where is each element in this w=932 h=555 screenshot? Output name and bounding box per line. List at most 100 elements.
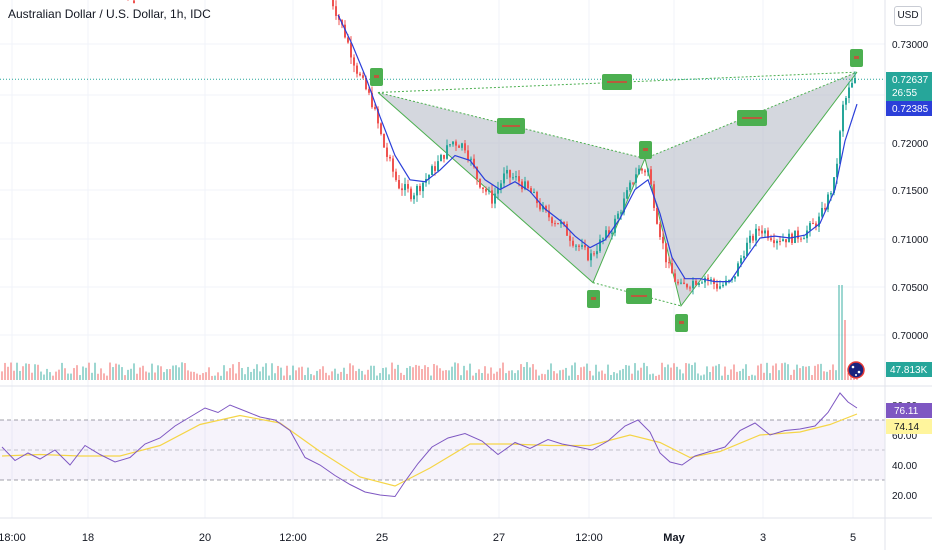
candle-body	[362, 75, 364, 78]
candle-body	[506, 170, 508, 173]
candle-body	[809, 223, 811, 230]
volume-bar	[136, 374, 138, 380]
volume-bar	[496, 372, 498, 380]
volume-bar	[676, 367, 678, 380]
candle-body	[707, 278, 709, 280]
volume-bar	[55, 372, 57, 380]
volume-bar	[445, 370, 447, 380]
currency-button[interactable]: USD	[894, 6, 922, 26]
volume-bar	[565, 368, 567, 380]
candle-body	[440, 155, 442, 161]
price-tick-label: 0.71000	[892, 235, 929, 246]
volume-bar	[610, 375, 612, 380]
volume-bar	[562, 370, 564, 380]
candle-body	[647, 169, 649, 172]
volume-bar	[109, 363, 111, 380]
candle-body	[458, 146, 460, 148]
volume-bar	[439, 368, 441, 380]
volume-bar	[295, 370, 297, 380]
volume-bar	[667, 365, 669, 380]
volume-bar	[508, 371, 510, 380]
candle-body	[446, 145, 448, 159]
volume-bar	[616, 373, 618, 380]
volume-bar	[292, 366, 294, 380]
volume-bar	[1, 371, 3, 380]
volume-bar	[46, 369, 48, 380]
volume-bar	[85, 368, 87, 380]
volume-bar	[715, 366, 717, 380]
volume-bar	[301, 367, 303, 380]
candle-body	[761, 231, 763, 234]
volume-bar	[286, 366, 288, 380]
volume-bar	[73, 368, 75, 380]
volume-bar	[652, 374, 654, 380]
volume-bar	[76, 365, 78, 380]
volume-bar	[532, 364, 534, 380]
volume-bar	[22, 366, 24, 380]
volume-bar	[637, 370, 639, 380]
candle-body	[467, 150, 469, 159]
candle-body	[632, 183, 634, 184]
volume-bar	[730, 369, 732, 380]
rsi-pane	[0, 393, 885, 497]
volume-bar	[700, 375, 702, 380]
volume-bar	[673, 363, 675, 380]
volume-bar	[574, 363, 576, 380]
volume-bar	[397, 365, 399, 380]
candle-body	[572, 241, 574, 246]
candle-body	[611, 233, 613, 234]
volume-bar	[34, 364, 36, 380]
volume-bar	[736, 372, 738, 380]
volume-bar	[232, 364, 234, 380]
volume-bar	[247, 367, 249, 380]
candle-body	[479, 179, 481, 188]
volume-bar	[169, 369, 171, 380]
volume-bar	[400, 373, 402, 380]
volume-bar	[91, 373, 93, 380]
volume-bar	[505, 373, 507, 380]
volume-bar	[541, 374, 543, 380]
volume-bar	[775, 363, 777, 380]
price-tick-label: 0.70500	[892, 283, 929, 294]
volume-bar	[238, 362, 240, 380]
candle-body	[488, 190, 490, 191]
time-tick-label: May	[663, 532, 685, 544]
volume-bar	[298, 367, 300, 380]
candle-body	[503, 173, 505, 183]
candle-body	[746, 243, 748, 256]
volume-bar	[115, 364, 117, 380]
candle-body	[830, 193, 832, 194]
candle-body	[749, 236, 751, 243]
volume-bar	[832, 364, 834, 380]
candle-body	[536, 192, 538, 203]
candle-body	[434, 166, 436, 171]
volume-bar	[334, 369, 336, 380]
volume-bar	[112, 367, 114, 380]
volume-bar	[274, 373, 276, 380]
volume-bar	[361, 371, 363, 380]
candle-body	[449, 144, 451, 145]
volume-bar	[718, 364, 720, 380]
volume-bar	[355, 371, 357, 380]
candle-body	[464, 143, 466, 150]
volume-bar	[826, 372, 828, 380]
volume-bar	[388, 374, 390, 380]
candle-body	[671, 263, 673, 273]
candle-body	[359, 74, 361, 76]
volume-bar	[217, 372, 219, 380]
volume-bar	[526, 362, 528, 380]
candle-body	[821, 208, 823, 217]
pattern-point-mark	[679, 321, 684, 324]
volume-bar	[373, 366, 375, 380]
candle-body	[695, 281, 697, 285]
volume-bar	[733, 364, 735, 380]
price-tick-label: 0.73000	[892, 40, 929, 51]
volume-bar	[385, 367, 387, 380]
volume-bar	[28, 364, 30, 380]
volume-bar	[229, 368, 231, 380]
price-axis[interactable]: 0.730000.725000.720000.715000.710000.705…	[848, 40, 932, 378]
volume-bar	[337, 374, 339, 380]
